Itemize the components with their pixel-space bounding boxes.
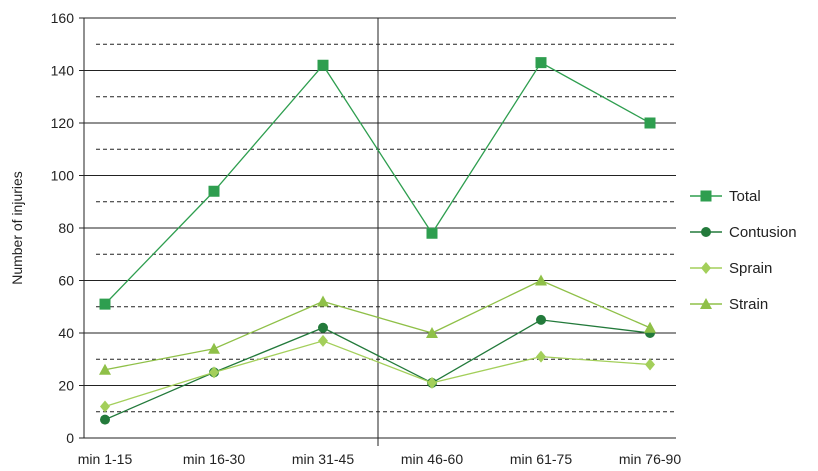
y-tick-label: 80 xyxy=(58,220,74,236)
legend-label-sprain: Sprain xyxy=(729,260,772,277)
series-sprain xyxy=(100,334,655,413)
y-tick-label: 0 xyxy=(66,430,74,446)
legend-label-contusion: Contusion xyxy=(729,224,797,241)
strain-point xyxy=(208,342,220,354)
sprain-point xyxy=(209,366,219,379)
sprain-point xyxy=(427,376,437,389)
total-point xyxy=(426,227,438,239)
series-lines xyxy=(99,57,656,425)
contusion-point xyxy=(318,322,328,333)
total-point xyxy=(99,298,111,310)
y-tick-labels: 0 20 40 60 80 100 120 140 160 xyxy=(51,10,75,446)
total-point xyxy=(208,185,220,197)
sprain-line xyxy=(104,340,651,408)
strain-point xyxy=(317,295,329,307)
y-axis-title: Number of injuries xyxy=(9,171,25,285)
x-tick-label: min 1-15 xyxy=(78,451,133,467)
strain-point xyxy=(535,274,547,286)
strain-point xyxy=(426,327,438,338)
strain-point xyxy=(644,321,656,333)
total-point xyxy=(317,59,329,71)
legend-item-total: Total xyxy=(690,188,761,205)
strain-line xyxy=(104,279,651,371)
total-point xyxy=(535,57,547,69)
grid-lines xyxy=(84,17,676,413)
legend-item-sprain: Sprain xyxy=(690,260,772,277)
x-tick-label: min 61-75 xyxy=(510,451,572,467)
sprain-point xyxy=(318,334,328,347)
contusion-point xyxy=(536,314,546,325)
strain-point xyxy=(99,363,111,375)
y-tick-label: 120 xyxy=(51,115,75,131)
sprain-point xyxy=(645,358,655,371)
total-line xyxy=(104,61,651,305)
legend-marker-contusion xyxy=(701,227,711,237)
sprain-point xyxy=(536,350,546,363)
series-strain xyxy=(99,274,656,375)
y-tick-label: 60 xyxy=(58,273,74,289)
x-tick-label: min 16-30 xyxy=(183,451,245,467)
y-tick-label: 20 xyxy=(58,378,74,394)
legend: Total Contusion Sprain Strain xyxy=(690,188,797,313)
x-tick-labels: min 1-15 min 16-30 min 31-45 min 46-60 min 6… xyxy=(78,451,682,467)
x-tick-label: min 46-60 xyxy=(401,451,463,467)
x-tick-label: min 76-90 xyxy=(619,451,681,467)
y-tick-label: 160 xyxy=(51,10,75,26)
sprain-point xyxy=(100,400,110,413)
legend-marker-strain xyxy=(700,298,712,309)
legend-marker-total xyxy=(700,190,712,202)
x-tick-label: min 31-45 xyxy=(292,451,354,467)
y-tick-label: 100 xyxy=(51,168,75,184)
series-contusion xyxy=(100,314,655,425)
contusion-line xyxy=(104,319,651,421)
contusion-point xyxy=(100,414,110,425)
y-tick-label: 40 xyxy=(58,325,74,341)
legend-label-strain: Strain xyxy=(729,296,768,313)
legend-label-total: Total xyxy=(729,188,761,205)
series-total xyxy=(99,57,656,310)
total-point xyxy=(644,117,656,129)
legend-marker-sprain xyxy=(701,262,711,274)
legend-item-contusion: Contusion xyxy=(690,224,797,241)
legend-item-strain: Strain xyxy=(690,296,768,313)
axes xyxy=(79,17,676,446)
y-tick-label: 140 xyxy=(51,63,75,79)
